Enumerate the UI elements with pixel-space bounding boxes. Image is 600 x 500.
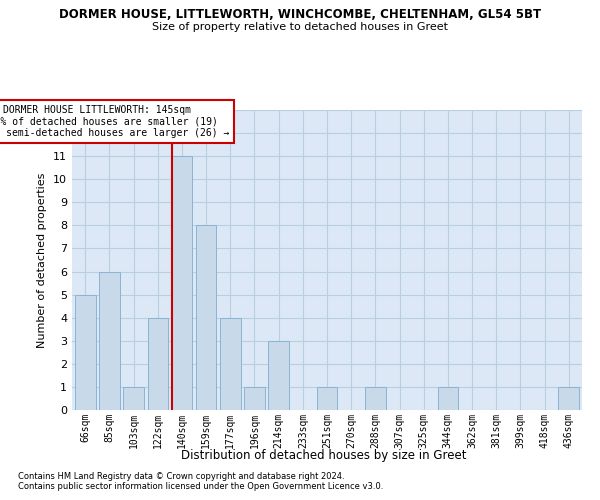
- Bar: [220, 318, 241, 410]
- Bar: [99, 272, 120, 410]
- Y-axis label: Number of detached properties: Number of detached properties: [37, 172, 47, 348]
- Text: Contains public sector information licensed under the Open Government Licence v3: Contains public sector information licen…: [18, 482, 383, 491]
- Text: DORMER HOUSE LITTLEWORTH: 145sqm
← 41% of detached houses are smaller (19)
57% o: DORMER HOUSE LITTLEWORTH: 145sqm ← 41% o…: [0, 105, 230, 138]
- Bar: [268, 341, 289, 410]
- Bar: [365, 387, 386, 410]
- Text: DORMER HOUSE, LITTLEWORTH, WINCHCOMBE, CHELTENHAM, GL54 5BT: DORMER HOUSE, LITTLEWORTH, WINCHCOMBE, C…: [59, 8, 541, 20]
- Text: Size of property relative to detached houses in Greet: Size of property relative to detached ho…: [152, 22, 448, 32]
- Bar: [317, 387, 337, 410]
- Bar: [196, 226, 217, 410]
- Text: Distribution of detached houses by size in Greet: Distribution of detached houses by size …: [181, 448, 467, 462]
- Bar: [244, 387, 265, 410]
- Bar: [148, 318, 168, 410]
- Text: Contains HM Land Registry data © Crown copyright and database right 2024.: Contains HM Land Registry data © Crown c…: [18, 472, 344, 481]
- Bar: [75, 294, 95, 410]
- Bar: [559, 387, 579, 410]
- Bar: [437, 387, 458, 410]
- Bar: [124, 387, 144, 410]
- Bar: [172, 156, 192, 410]
